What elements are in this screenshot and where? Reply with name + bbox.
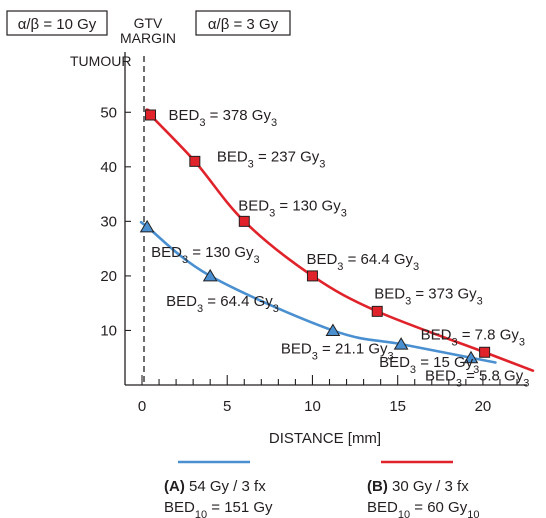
y-tick-label: 40: [100, 159, 117, 176]
triangle-marker: [463, 350, 479, 364]
square-marker: [306, 270, 318, 282]
x-tick-label: 5: [223, 398, 231, 415]
y-tick-label: 30: [100, 213, 117, 230]
axes: 0 5 10 15 20 10 20 30 40 50: [100, 52, 527, 415]
legend-name-b: (B) 30 Gy / 3 fx: [367, 478, 469, 495]
x-tick-label: 10: [304, 398, 321, 415]
y-tick-label: 20: [100, 268, 117, 285]
markers: [139, 109, 491, 364]
x-tick-label: 20: [475, 398, 492, 415]
triangle-marker: [325, 323, 341, 336]
x-tick-label: 15: [389, 398, 406, 415]
point-label: BED3 = 373 Gy3: [374, 285, 483, 307]
point-labels: BED3 = 130 Gy3 BED3 = 64.4 Gy3 BED3 = 21.1…: [151, 107, 529, 390]
point-label: BED3 = 64.4 Gy3: [306, 251, 419, 273]
point-label: BED3 = 15 Gy3: [379, 354, 479, 376]
tumour-label: TUMOUR: [70, 53, 131, 69]
square-marker: [238, 215, 250, 227]
square-marker: [189, 155, 201, 167]
triangle-marker: [202, 268, 218, 282]
point-label: BED3 = 7.8 Gy3: [421, 326, 525, 348]
point-label: BED3 = 64.4 Gy3: [166, 293, 279, 315]
alpha-beta-3-label: α/β = 3 Gy: [208, 16, 279, 33]
x-axis-label: DISTANCE [mm]: [269, 430, 381, 447]
gtv-margin-label: GTV MARGIN: [120, 15, 176, 46]
square-marker: [371, 305, 383, 317]
triangle-marker: [393, 337, 409, 350]
square-marker: [479, 346, 491, 358]
y-tick-label: 10: [100, 322, 117, 339]
point-label: BED3 = 21.1 Gy3: [281, 340, 394, 362]
point-label: BED3 = 130 Gy3: [238, 197, 347, 219]
legend-name-a: (A) 54 Gy / 3 fx: [164, 478, 266, 495]
series-line-b: [145, 108, 535, 372]
legend: (A) 54 Gy / 3 fx BED10 = 151 Gy (B) 30 Gy …: [164, 460, 479, 518]
legend-detail-b: BED10 = 60 Gy10: [367, 499, 479, 518]
square-marker: [145, 109, 157, 121]
point-label: BED3 = 130 Gy3: [151, 244, 260, 266]
alpha-beta-10-label: α/β = 10 Gy: [18, 16, 97, 33]
point-label: BED3 = 378 Gy3: [169, 107, 278, 129]
y-tick-label: 50: [100, 104, 117, 121]
point-label: BED3 = 5.8 Gy3: [425, 368, 529, 390]
alpha-beta-3-box: α/β = 3 Gy: [195, 10, 291, 36]
x-tick-label: 0: [138, 398, 146, 415]
alpha-beta-10-box: α/β = 10 Gy: [6, 10, 108, 36]
legend-detail-a: BED10 = 151 Gy: [164, 499, 273, 518]
point-label: BED3 = 237 Gy3: [217, 148, 326, 170]
triangle-marker: [139, 219, 155, 233]
